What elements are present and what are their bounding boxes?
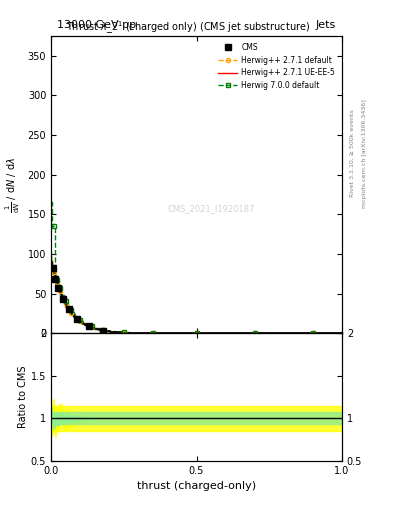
- Text: mcplots.cern.ch [arXiv:1306.3436]: mcplots.cern.ch [arXiv:1306.3436]: [362, 99, 367, 208]
- Text: Jets: Jets: [316, 20, 336, 30]
- Y-axis label: Ratio to CMS: Ratio to CMS: [18, 366, 28, 429]
- Y-axis label: $\frac{1}{\mathrm{d}N}$ / $\mathrm{d}N$ / $\mathrm{d}\lambda$: $\frac{1}{\mathrm{d}N}$ / $\mathrm{d}N$ …: [4, 157, 22, 212]
- Text: Rivet 3.1.10, ≥ 500k events: Rivet 3.1.10, ≥ 500k events: [350, 110, 355, 198]
- Text: 13000 GeV pp: 13000 GeV pp: [57, 20, 136, 30]
- X-axis label: thrust (charged-only): thrust (charged-only): [137, 481, 256, 491]
- Text: CMS_2021_I1920187: CMS_2021_I1920187: [167, 204, 255, 213]
- Text: Thrust $\lambda\_2^1$ (charged only) (CMS jet substructure): Thrust $\lambda\_2^1$ (charged only) (CM…: [66, 19, 310, 36]
- Legend: CMS, Herwig++ 2.7.1 default, Herwig++ 2.7.1 UE-EE-5, Herwig 7.0.0 default: CMS, Herwig++ 2.7.1 default, Herwig++ 2.…: [215, 39, 338, 93]
